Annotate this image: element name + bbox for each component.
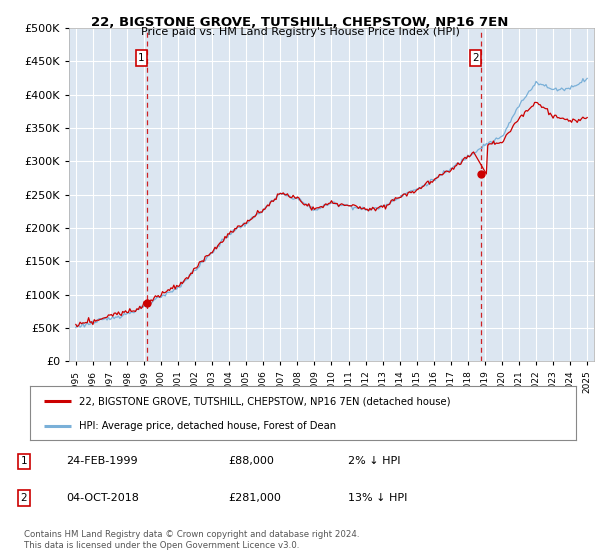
Text: 2: 2: [20, 493, 28, 503]
Text: Contains HM Land Registry data © Crown copyright and database right 2024.
This d: Contains HM Land Registry data © Crown c…: [24, 530, 359, 550]
Text: 1: 1: [20, 456, 28, 466]
Text: HPI: Average price, detached house, Forest of Dean: HPI: Average price, detached house, Fore…: [79, 421, 336, 431]
Text: 04-OCT-2018: 04-OCT-2018: [66, 493, 139, 503]
Text: Price paid vs. HM Land Registry's House Price Index (HPI): Price paid vs. HM Land Registry's House …: [140, 27, 460, 37]
Text: £88,000: £88,000: [228, 456, 274, 466]
Text: 22, BIGSTONE GROVE, TUTSHILL, CHEPSTOW, NP16 7EN: 22, BIGSTONE GROVE, TUTSHILL, CHEPSTOW, …: [91, 16, 509, 29]
Text: 2% ↓ HPI: 2% ↓ HPI: [348, 456, 401, 466]
Text: 22, BIGSTONE GROVE, TUTSHILL, CHEPSTOW, NP16 7EN (detached house): 22, BIGSTONE GROVE, TUTSHILL, CHEPSTOW, …: [79, 396, 451, 407]
Text: 13% ↓ HPI: 13% ↓ HPI: [348, 493, 407, 503]
Text: 2: 2: [472, 53, 479, 63]
Text: £281,000: £281,000: [228, 493, 281, 503]
Text: 24-FEB-1999: 24-FEB-1999: [66, 456, 137, 466]
Text: 1: 1: [138, 53, 145, 63]
